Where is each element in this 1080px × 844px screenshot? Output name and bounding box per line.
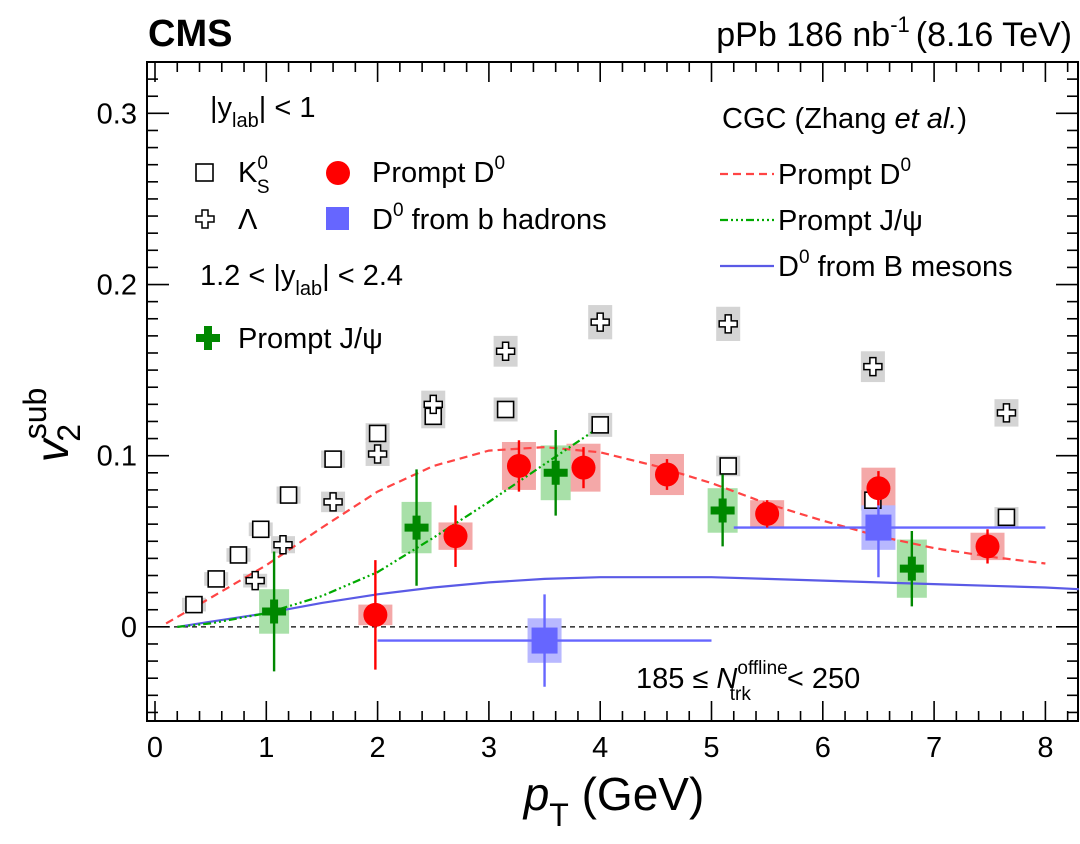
cgc-d0-b-curve xyxy=(177,576,1079,628)
y-tick-label: 0.1 xyxy=(97,441,137,473)
legend-lambda-label: Λ xyxy=(238,204,258,236)
legend-prompt-d0-marker xyxy=(326,161,350,185)
lambda-marker xyxy=(323,492,343,512)
cgc-jpsi-curve xyxy=(177,425,601,628)
x-tick-label: 8 xyxy=(1037,732,1053,764)
jpsi-marker xyxy=(262,599,287,624)
x-tick-label: 1 xyxy=(258,732,274,764)
plot-frame xyxy=(146,61,1079,722)
lambda-marker xyxy=(367,444,388,464)
k0s-marker xyxy=(324,450,342,468)
prompt-d0-marker xyxy=(443,524,468,549)
x-tick-label: 2 xyxy=(370,732,386,764)
dataset-label: pPb 186 nb-1 (8.16 TeV) xyxy=(716,12,1072,54)
k0s-marker xyxy=(229,546,248,564)
jpsi-marker xyxy=(404,515,429,540)
k0s-marker xyxy=(185,595,203,614)
prompt-d0-marker xyxy=(506,453,531,478)
legend-prompt-d0-label: Prompt D0 xyxy=(372,153,505,189)
legend-k0s-marker xyxy=(195,163,214,182)
d0-b-marker xyxy=(865,514,892,541)
y-tick-label: 0.3 xyxy=(97,98,137,130)
lambda-marker xyxy=(245,570,265,591)
y-tick-label: 0 xyxy=(121,612,137,644)
jpsi-marker xyxy=(710,498,735,523)
y-tick-label: 0.2 xyxy=(97,270,137,302)
lambda-marker xyxy=(863,356,883,377)
legend-cgc-d0-label: Prompt D0 xyxy=(778,155,911,191)
legend-jpsi-marker xyxy=(196,326,220,350)
k0s-marker xyxy=(368,424,387,443)
x-tick-label: 0 xyxy=(147,732,163,764)
k0s-marker xyxy=(997,508,1016,527)
lambda-marker xyxy=(273,534,293,555)
k0s-marker xyxy=(496,400,515,419)
legend-cgc-title: CGC (Zhang et al.) xyxy=(722,103,967,135)
x-tick-label: 6 xyxy=(815,732,831,764)
d0-b-marker xyxy=(531,627,558,654)
legend-d0-b-label: D0 from b hadrons xyxy=(372,200,607,236)
k0s-marker xyxy=(591,416,610,434)
lambda-marker xyxy=(996,403,1017,423)
k0s-marker xyxy=(207,570,226,588)
prompt-d0-marker xyxy=(363,602,388,627)
experiment-label: CMS xyxy=(148,13,232,55)
k0s-marker xyxy=(279,486,298,504)
x-tick-label: 5 xyxy=(703,732,719,764)
lambda-marker xyxy=(495,341,516,362)
k0s-marker xyxy=(719,457,737,475)
multiplicity-annotation: 185 ≤ Noffline trk < 250 xyxy=(636,658,860,705)
x-axis-label: pT (GeV) xyxy=(522,768,705,833)
lambda-marker xyxy=(590,312,610,332)
prompt-d0-marker xyxy=(755,501,780,526)
legend-cgc-b-label: D0 from B mesons xyxy=(778,247,1013,283)
lambda-marker xyxy=(718,314,738,334)
prompt-d0-marker xyxy=(866,476,891,501)
jpsi-marker xyxy=(899,556,924,581)
legend-d0-b-marker xyxy=(326,207,349,230)
k0s-marker xyxy=(251,520,270,539)
legend-cgc-jpsi-label: Prompt J/ψ xyxy=(778,205,923,237)
lambda-marker xyxy=(423,394,443,415)
legend-rapidity-2: 1.2 < |ylab| < 2.4 xyxy=(200,260,403,300)
jpsi-marker xyxy=(543,460,568,485)
prompt-d0-marker xyxy=(654,462,679,487)
prompt-d0-marker xyxy=(975,534,1000,559)
x-tick-label: 4 xyxy=(592,732,608,764)
cgc-prompt-d0-curve xyxy=(165,445,1046,625)
legend-k0s-label: K0 S xyxy=(238,153,270,198)
x-tick-label: 7 xyxy=(926,732,942,764)
legend-right: CGC (Zhang et al.) Prompt D0 Prompt J/ψ … xyxy=(720,103,1013,283)
legend-rapidity-1: |ylab| < 1 xyxy=(210,92,315,132)
legend-jpsi-label: Prompt J/ψ xyxy=(238,323,383,355)
x-tick-label: 3 xyxy=(481,732,497,764)
legend-left: |ylab| < 1 K0 S Λ Prompt D0 D0 from b had… xyxy=(195,92,607,355)
prompt-d0-marker xyxy=(571,455,596,480)
legend-lambda-marker xyxy=(195,209,215,229)
y-axis-label: vsub2 xyxy=(17,388,87,463)
